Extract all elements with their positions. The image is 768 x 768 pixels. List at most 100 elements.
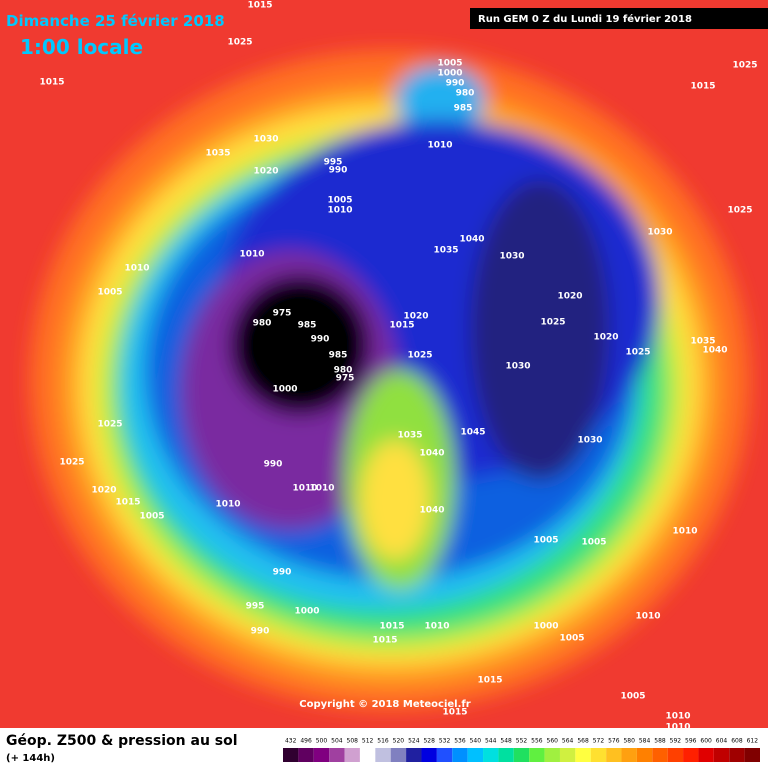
scale-swatch [390, 748, 407, 762]
pressure-label: 1025 [625, 348, 650, 358]
pressure-label: 990 [273, 568, 292, 578]
scale-label: 548 [500, 738, 512, 745]
scale-label: 532 [439, 738, 451, 745]
pressure-label: 1025 [59, 458, 84, 468]
pressure-label: 1010 [239, 250, 264, 260]
scale-swatch [698, 748, 714, 762]
pressure-label: 980 [334, 366, 353, 376]
pressure-label: 1015 [477, 676, 502, 686]
scale-swatch [298, 748, 314, 762]
pressure-label: 1015 [39, 78, 64, 88]
pressure-label: 1010 [124, 264, 149, 274]
scale-swatch [375, 748, 391, 762]
pressure-label: 995 [324, 158, 343, 168]
scale-label: 528 [423, 738, 435, 745]
scale-swatch [313, 748, 330, 762]
scale-label: 612 [747, 738, 759, 745]
pressure-label: 1020 [557, 292, 582, 302]
scale-label: 500 [316, 738, 328, 745]
pressure-label: 1000 [294, 607, 319, 617]
pressure-label: 1040 [702, 346, 727, 356]
pressure-label: 1000 [437, 69, 462, 79]
pressure-label: 1025 [227, 38, 252, 48]
scale-swatch [544, 748, 560, 762]
pressure-label: 1035 [205, 149, 230, 159]
pressure-label: 1010 [327, 206, 352, 216]
pressure-label: 1020 [403, 312, 428, 322]
scale-swatch [513, 748, 530, 762]
pressure-label: 975 [336, 374, 355, 384]
pressure-labels: 1015102510151005100099098098510151035103… [39, 1, 757, 733]
pressure-label: 1015 [379, 622, 404, 632]
pressure-label: 1040 [419, 449, 444, 459]
map-time: 1:00 locale [20, 35, 143, 59]
scale-label: 536 [454, 738, 466, 745]
scale-label: 520 [393, 738, 405, 745]
legend-title: Géop. Z500 & pression au sol [6, 733, 238, 749]
pressure-label: 980 [253, 319, 272, 329]
pressure-label: 1010 [215, 500, 240, 510]
copyright: Copyright © 2018 Meteociel.fr [299, 699, 470, 710]
scale-label: 504 [331, 738, 343, 745]
pressure-label: 1010 [672, 527, 697, 537]
scale-swatch [575, 748, 591, 762]
scale-swatch [729, 748, 745, 762]
pressure-label: 1005 [620, 692, 645, 702]
scale-swatch [483, 748, 499, 762]
scale-swatch [683, 748, 699, 762]
scale-swatch [559, 748, 576, 762]
scale-label: 496 [300, 738, 312, 745]
scale-label: 600 [700, 738, 712, 745]
pressure-label: 1005 [437, 59, 462, 69]
scale-swatch [744, 748, 760, 762]
scale-swatch [344, 748, 360, 762]
scale-label: 544 [485, 738, 497, 745]
pressure-label: 1030 [647, 228, 672, 238]
scale-swatch [406, 748, 422, 762]
pressure-label: 1035 [397, 431, 422, 441]
scale-label: 524 [408, 738, 420, 745]
pressure-label: 990 [311, 335, 330, 345]
scale-label: 580 [623, 738, 635, 745]
run-info: Run GEM 0 Z du Lundi 19 février 2018 [478, 13, 692, 25]
scale-swatch [329, 748, 345, 762]
pressure-label: 1000 [272, 385, 297, 395]
scale-swatch [452, 748, 468, 762]
scale-label: 584 [639, 738, 651, 745]
scale-swatch [359, 748, 376, 762]
scale-label: 560 [547, 738, 559, 745]
pressure-label: 1005 [559, 634, 584, 644]
pressure-label: 1005 [139, 512, 164, 522]
pressure-label: 1030 [505, 362, 530, 372]
pressure-label: 1040 [459, 235, 484, 245]
pressure-label: 1020 [91, 486, 116, 496]
pressure-label: 1015 [690, 82, 715, 92]
scale-swatch [529, 748, 545, 762]
scale-label: 556 [531, 738, 543, 745]
pressure-label: 1015 [247, 1, 272, 11]
scale-label: 432 [285, 738, 297, 745]
pressure-label: 1025 [727, 206, 752, 216]
color-scale: 432 496 500 504 508 512 516 520 524 528 532 536 540 5… [283, 738, 760, 762]
map-date: Dimanche 25 février 2018 [6, 12, 225, 30]
pressure-label: 985 [454, 104, 473, 114]
scale-swatch [606, 748, 622, 762]
run-box [470, 8, 768, 29]
scale-label: 608 [731, 738, 743, 745]
pressure-label: 1010 [665, 723, 690, 733]
scale-label: 552 [516, 738, 528, 745]
pressure-label: 1000 [533, 622, 558, 632]
pressure-label: 1015 [372, 636, 397, 646]
scale-label: 604 [716, 738, 728, 745]
pressure-label: 1025 [540, 318, 565, 328]
pressure-label: 1025 [732, 61, 757, 71]
pressure-label: 1010 [309, 484, 334, 494]
scale-swatch [283, 748, 299, 762]
scale-label: 568 [577, 738, 589, 745]
scale-swatch [421, 748, 437, 762]
scale-swatch [436, 748, 453, 762]
scale-swatch [636, 748, 653, 762]
scale-label: 540 [470, 738, 482, 745]
